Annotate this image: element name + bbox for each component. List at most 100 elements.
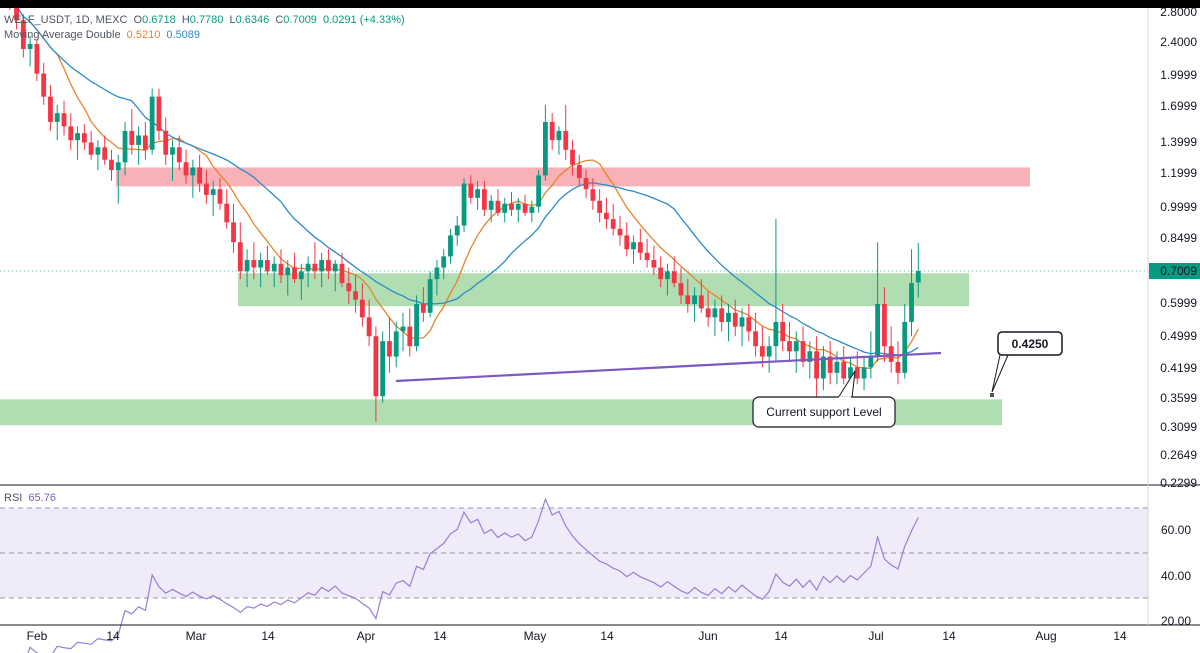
- time-axis-label: 14: [433, 629, 447, 643]
- candle: [644, 238, 650, 268]
- candle-body: [915, 271, 921, 283]
- candle-body: [176, 147, 182, 163]
- candle-body: [326, 260, 331, 272]
- candle-body: [109, 159, 114, 171]
- candle-body: [522, 203, 528, 213]
- time-axis-label: Aug: [1035, 629, 1056, 643]
- candle-body: [868, 356, 874, 368]
- candle: [271, 256, 277, 288]
- candle-body: [41, 73, 47, 97]
- candle: [339, 252, 345, 288]
- candle-body: [658, 267, 664, 280]
- candle-body: [576, 164, 582, 179]
- candle-body: [787, 341, 792, 352]
- candle-body: [454, 225, 460, 236]
- candle-body: [224, 203, 230, 223]
- candle-body: [387, 341, 392, 357]
- candle-body: [366, 317, 372, 337]
- candle-body: [719, 308, 725, 322]
- price-axis-label: 1.3999: [1160, 135, 1197, 149]
- low-label: L: [229, 14, 236, 26]
- candle: [515, 197, 521, 223]
- candle: [170, 140, 175, 181]
- candle-body: [902, 321, 908, 373]
- candle: [759, 326, 765, 368]
- time-axis-label: 14: [106, 629, 120, 643]
- candle: [319, 252, 325, 288]
- candle: [841, 346, 847, 385]
- candle: [129, 108, 135, 155]
- candle-body: [54, 113, 60, 122]
- candle-body: [590, 189, 596, 201]
- candle: [434, 260, 440, 296]
- candle-body: [773, 321, 779, 347]
- rsi-legend: RSI 65.76: [4, 492, 59, 504]
- support-callout-box: [752, 396, 896, 428]
- candle: [671, 256, 677, 288]
- candle-body: [122, 130, 128, 163]
- candle-body: [841, 361, 847, 379]
- candle: [882, 287, 887, 362]
- ma-fast-line: [16, 8, 919, 370]
- candle-body: [380, 341, 386, 397]
- candle-body: [237, 242, 243, 272]
- time-axis-label: Apr: [357, 629, 376, 643]
- candle-body: [692, 295, 697, 304]
- candle-body: [27, 43, 33, 49]
- candle-body: [814, 351, 819, 379]
- candle-body: [780, 321, 786, 342]
- candle-body: [854, 367, 860, 379]
- candle: [793, 331, 799, 373]
- candle-body: [400, 326, 406, 332]
- price-axis-label: 0.4999: [1160, 329, 1197, 343]
- candle-body: [651, 260, 657, 268]
- candle: [95, 140, 101, 171]
- candle: [190, 159, 196, 198]
- candle-body: [624, 235, 630, 250]
- candle: [773, 219, 779, 362]
- overlay-layer: 0.4250 Current support Level: [0, 270, 1148, 428]
- price-axis-label: 0.4199: [1160, 361, 1197, 375]
- candle: [251, 242, 257, 280]
- close-value: 0.7009: [283, 14, 317, 26]
- price-axis-label: 0.2649: [1160, 448, 1197, 462]
- candle-body: [156, 96, 162, 131]
- time-axis-label: May: [524, 629, 547, 643]
- candle-body: [204, 183, 209, 195]
- price-axis-label: 0.9999: [1160, 200, 1197, 214]
- symbol-title: WELF_USDT, 1D, MEXC: [4, 14, 128, 26]
- candle: [54, 104, 60, 141]
- candle: [366, 299, 372, 347]
- candle: [888, 326, 894, 373]
- rsi-line: [27, 497, 919, 653]
- ma-title: Moving Average Double: [4, 29, 121, 41]
- candle: [495, 189, 501, 216]
- candle: [427, 271, 433, 318]
- candle: [597, 189, 603, 223]
- candle-body: [434, 267, 440, 280]
- candle: [109, 149, 114, 181]
- candle-body: [61, 113, 67, 127]
- candle-body: [441, 256, 447, 268]
- candle: [556, 126, 562, 155]
- candle-body: [807, 351, 813, 362]
- candle: [61, 100, 67, 136]
- support-trendline: [395, 351, 942, 383]
- candle: [665, 263, 670, 296]
- candle: [387, 317, 392, 373]
- candle: [543, 104, 548, 181]
- candle-body: [644, 252, 650, 261]
- candle: [468, 175, 474, 204]
- candle-body: [888, 346, 894, 362]
- candle: [204, 170, 209, 204]
- candle: [224, 189, 230, 229]
- open-value: 0.6718: [142, 14, 176, 26]
- change-value: 0.0291 (+4.33%): [323, 14, 405, 26]
- candle: [590, 178, 596, 210]
- candle: [726, 303, 731, 342]
- chart-canvas[interactable]: 0.4250 Current support Level 2.8000 2.4000…: [0, 8, 1200, 653]
- candle-body: [468, 183, 474, 198]
- candle: [136, 126, 141, 165]
- candle: [231, 203, 236, 253]
- candle-body: [68, 126, 74, 141]
